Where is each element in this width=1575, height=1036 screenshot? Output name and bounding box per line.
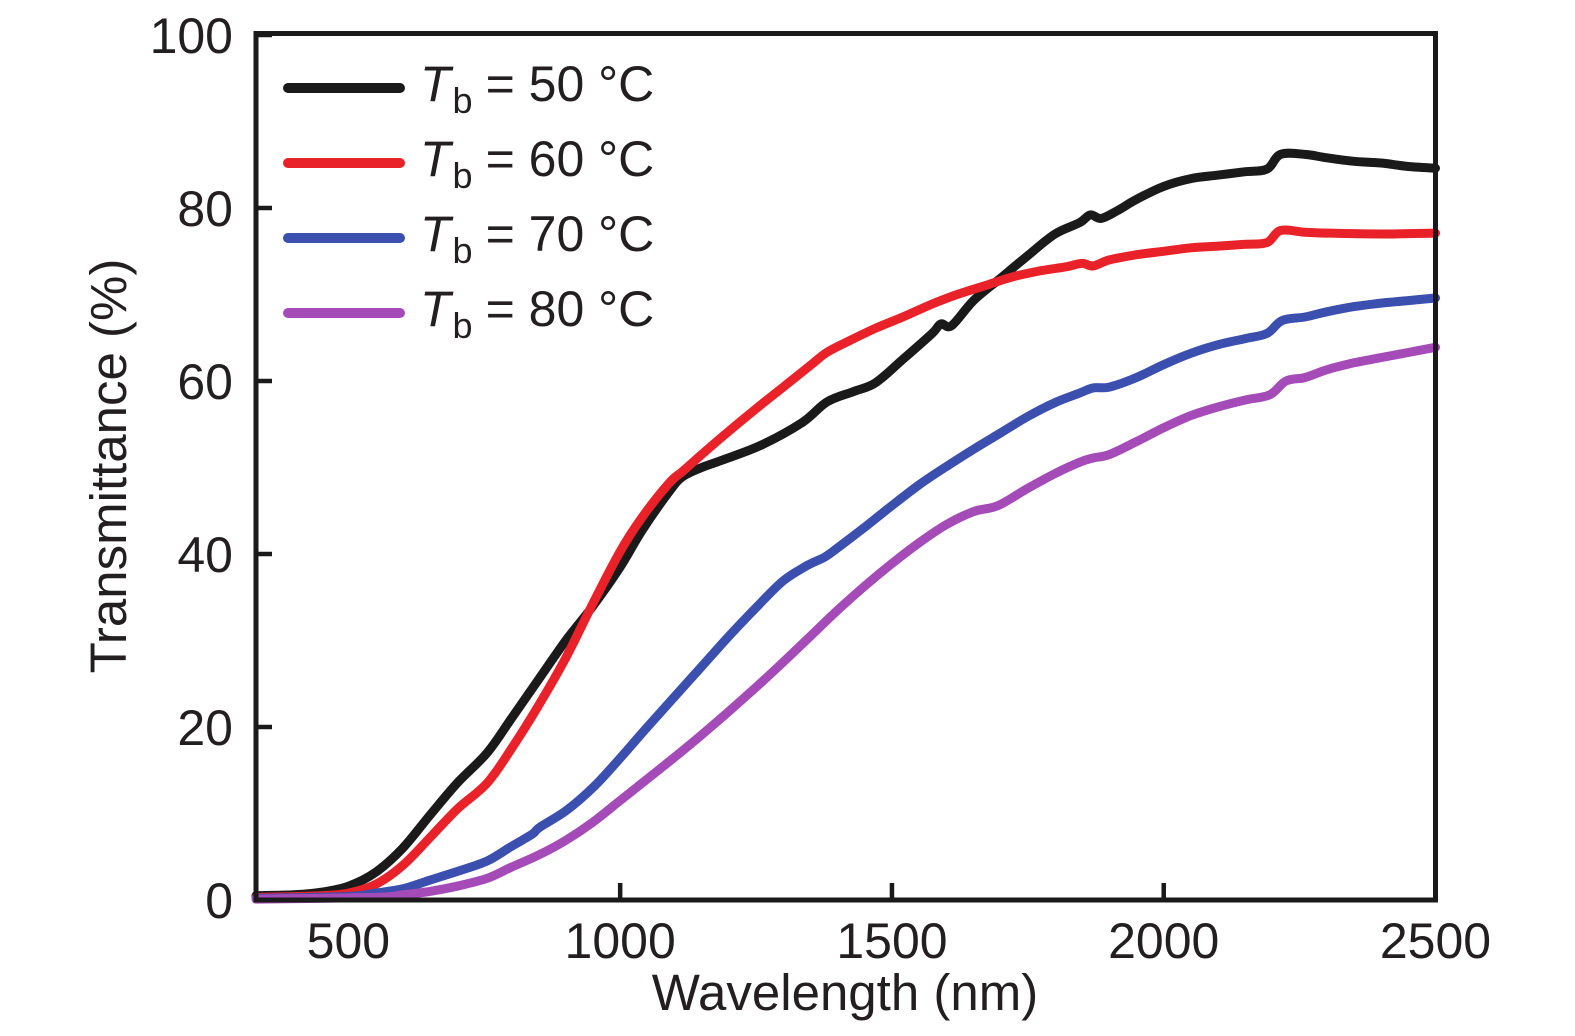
- series-curve-tb60: [251, 225, 1440, 902]
- x-tick-label: 2000: [1108, 913, 1219, 969]
- x-tick-label: 1500: [836, 913, 947, 969]
- legend-item-tb60: Tb = 60 °C: [283, 131, 654, 196]
- y-tick-label: 20: [177, 700, 233, 756]
- y-tick-label: 80: [177, 181, 233, 237]
- series-curve-tb50: [251, 148, 1440, 901]
- x-tick-label: 500: [307, 913, 390, 969]
- y-tick-label: 40: [177, 527, 233, 583]
- legend-label-tb80: Tb = 80 °C: [420, 281, 654, 346]
- legend-label-tb60: Tb = 60 °C: [420, 131, 654, 196]
- series-curve-tb70: [251, 293, 1440, 903]
- y-tick-label: 60: [177, 354, 233, 410]
- legend-label-tb70: Tb = 70 °C: [420, 206, 654, 271]
- legend: Tb = 50 °C Tb = 60 °C Tb = 70 °C Tb = 80 °C: [283, 56, 654, 346]
- x-tick-label: 2500: [1380, 913, 1491, 969]
- plot-frame: [253, 31, 1438, 903]
- y-tick-label: 100: [150, 8, 233, 64]
- legend-item-tb70: Tb = 70 °C: [283, 206, 654, 271]
- x-axis-title: Wavelength (nm): [652, 964, 1038, 1021]
- y-axis-title: Transmittance (%): [80, 259, 137, 674]
- legend-label-tb50: Tb = 50 °C: [420, 56, 654, 121]
- series-layer: [251, 148, 1440, 904]
- legend-item-tb80: Tb = 80 °C: [283, 281, 654, 346]
- legend-item-tb50: Tb = 50 °C: [283, 56, 654, 121]
- axes-layer: 500 1000 1500 2000 2500 0 20 40 60 80 100: [150, 8, 1492, 969]
- x-tick-label: 1000: [565, 913, 676, 969]
- series-curve-tb80: [251, 342, 1440, 904]
- y-tick-label: 0: [205, 873, 233, 929]
